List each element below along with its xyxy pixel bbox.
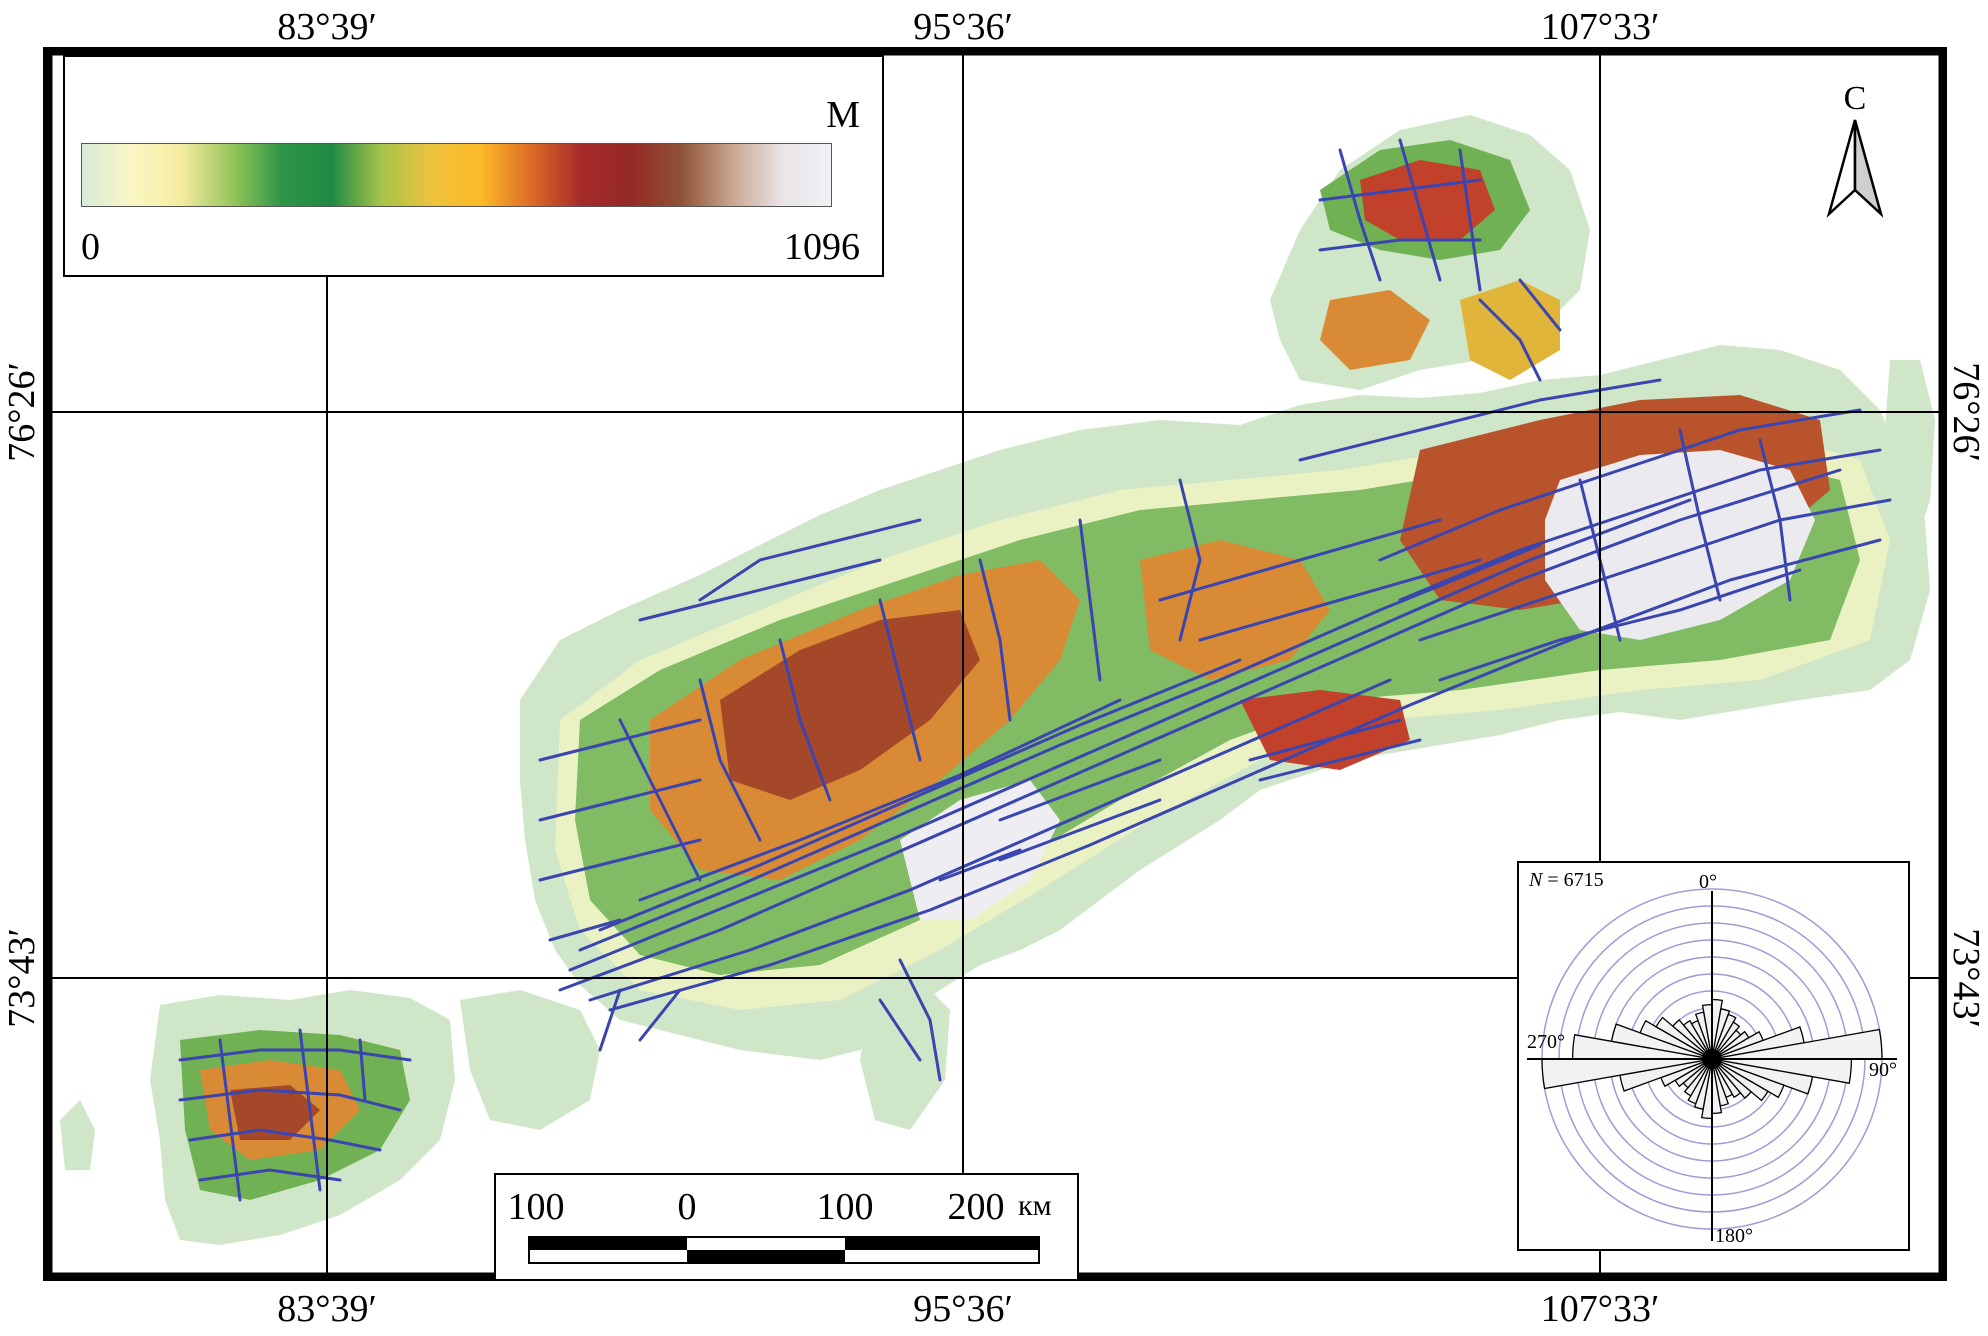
lat-label-right-2: 73°43′ — [1945, 928, 1987, 1028]
rose-petal — [1682, 1019, 1713, 1060]
rose-sample-count: N = 6715 — [1529, 869, 1604, 892]
rose-label-270: 270° — [1527, 1031, 1565, 1053]
rose-petal — [1711, 1021, 1741, 1060]
lineaments — [178, 138, 1892, 1202]
rose-diagram-plot — [1527, 888, 1897, 1241]
lon-label-bottom-2: 95°36′ — [913, 1288, 1013, 1330]
scale-label-0: 0 — [677, 1186, 697, 1228]
lat-label-left-2: 73°43′ — [1, 928, 43, 1028]
rose-petal — [1711, 1058, 1769, 1102]
rose-n-symbol: N — [1529, 869, 1543, 891]
scale-label-100-left: 100 — [507, 1186, 565, 1228]
rose-label-90: 90° — [1869, 1059, 1897, 1081]
scale-unit: км — [1018, 1189, 1052, 1222]
rose-petal — [1711, 1058, 1753, 1100]
lon-label-top-3: 107°33′ — [1540, 6, 1660, 48]
scale-bar-graphic — [528, 1236, 1040, 1264]
rose-n-value: = 6715 — [1542, 869, 1604, 891]
rose-petal — [1671, 1018, 1713, 1060]
elevation-legend: M 0 1096 — [63, 55, 884, 277]
rose-petal — [1711, 1058, 1785, 1099]
lon-label-bottom-1: 83°39′ — [277, 1288, 377, 1330]
rose-diagram: N = 6715 0° 90° 180° 270° — [1517, 861, 1910, 1251]
legend-max-label: 1096 — [784, 226, 860, 268]
rose-petal — [1655, 1016, 1713, 1060]
north-arrow-icon — [1826, 119, 1884, 218]
scale-label-200: 200 — [947, 1186, 1005, 1228]
rose-petal — [1639, 1019, 1713, 1060]
lat-label-left-1: 76°26′ — [1, 362, 43, 462]
rose-petal — [1683, 1058, 1713, 1097]
rose-petal — [1711, 1058, 1742, 1099]
lon-label-top-1: 83°39′ — [277, 6, 377, 48]
legend-unit: M — [826, 94, 860, 136]
legend-min-label: 0 — [81, 226, 100, 268]
north-arrow-label: С — [1843, 80, 1867, 117]
scale-label-100: 100 — [816, 1186, 874, 1228]
lat-label-right-1: 76°26′ — [1945, 362, 1987, 462]
rose-label-180: 180° — [1715, 1225, 1753, 1247]
lon-label-bottom-3: 107°33′ — [1540, 1288, 1660, 1330]
lon-label-top-2: 95°36′ — [913, 6, 1013, 48]
legend-color-ramp — [81, 143, 832, 207]
north-arrow: С — [1825, 80, 1885, 218]
rose-label-0: 0° — [1699, 871, 1717, 893]
scale-bar: 100 0 100 200 км — [494, 1173, 1079, 1281]
